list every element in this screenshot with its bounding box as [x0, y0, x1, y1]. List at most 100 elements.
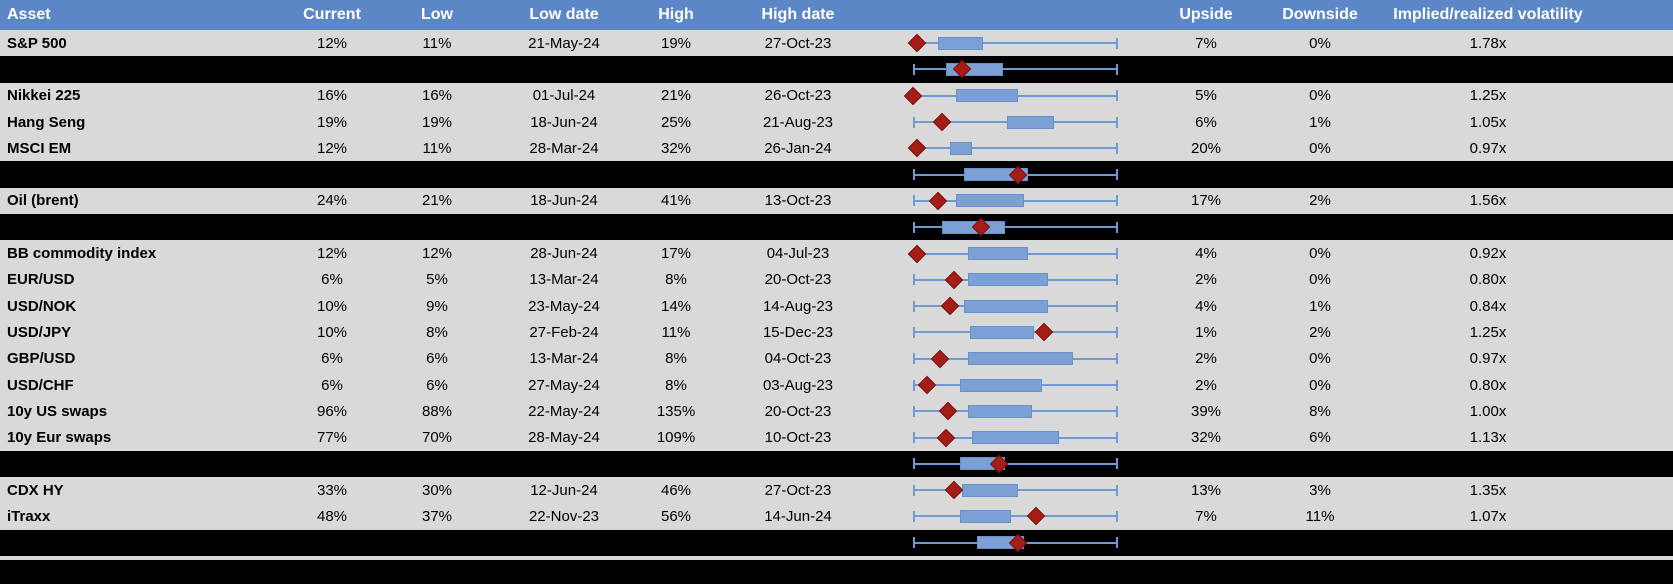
low-cell: 30%: [421, 481, 453, 499]
whisker-cap-right: [1116, 221, 1118, 233]
high-date-cell: 13-Oct-23: [764, 192, 832, 210]
column-header-low-date: Low date: [529, 6, 599, 23]
current-level-diamond-icon: [1026, 507, 1046, 526]
implied-realized-cell: 1.25x: [1469, 87, 1507, 105]
whisker-cap-left: [913, 432, 915, 444]
range-box: [962, 483, 1018, 497]
high-date-cell: 03-Aug-23: [762, 376, 834, 394]
low-date-cell: 12-Jun-24: [530, 481, 598, 499]
high-cell: 8%: [665, 350, 687, 368]
separator-row: [0, 214, 1673, 241]
low-date-cell: 28-Jun-24: [530, 245, 598, 263]
high-cell: 41%: [660, 192, 692, 210]
whisker-cap-right: [1116, 510, 1118, 522]
range-box: [968, 404, 1032, 418]
low-cell: 9%: [426, 297, 448, 315]
current-cell: 77%: [316, 429, 348, 447]
downside-cell: 0%: [1309, 245, 1331, 263]
whisker-cap-right: [1116, 537, 1118, 549]
implied-realized-cell: 1.25x: [1469, 323, 1507, 341]
upside-cell: 13%: [1190, 481, 1222, 499]
range-boxplot-cell: [890, 109, 1140, 135]
low-date-cell: 28-May-24: [528, 429, 600, 447]
range-boxplot-cell: [890, 346, 1140, 372]
current-cell: 12%: [316, 245, 348, 263]
upside-cell: 1%: [1195, 323, 1217, 341]
low-date-cell: 23-May-24: [528, 297, 600, 315]
current-level-diamond-icon: [907, 139, 927, 158]
whisker-cap-right: [1116, 195, 1118, 207]
boxplot-track: [913, 214, 1118, 240]
current-cell: 33%: [316, 481, 348, 499]
range-box: [970, 325, 1034, 339]
low-date-cell: 27-May-24: [528, 376, 600, 394]
high-date-cell: 10-Oct-23: [764, 429, 832, 447]
range-boxplot-cell: [890, 188, 1140, 214]
table-row: USD/NOK 10% 9% 23-May-24 14% 14-Aug-23 4% 1% 0.8…: [0, 292, 1673, 320]
downside-cell: 0%: [1309, 376, 1331, 394]
high-cell: 25%: [660, 113, 692, 131]
range-box: [956, 89, 1018, 103]
whisker-cap-right: [1116, 353, 1118, 365]
high-date-cell: 27-Oct-23: [764, 34, 832, 52]
current-cell: 12%: [316, 139, 348, 157]
whisker-line: [913, 147, 1118, 150]
high-cell: 14%: [660, 297, 692, 315]
whisker-cap-right: [1116, 142, 1118, 154]
range-box: [968, 352, 1073, 366]
boxplot-track: [913, 267, 1118, 293]
range-box: [937, 36, 983, 50]
whisker-cap-left: [913, 537, 915, 549]
whisker-cap-right: [1116, 432, 1118, 444]
range-box: [968, 247, 1028, 261]
current-cell: 19%: [316, 113, 348, 131]
current-cell: 16%: [316, 87, 348, 105]
range-boxplot-cell: [890, 240, 1140, 266]
whisker-cap-right: [1116, 169, 1118, 181]
range-box: [1007, 115, 1055, 129]
low-date-cell: 28-Mar-24: [529, 139, 599, 157]
whisker-cap-left: [913, 221, 915, 233]
implied-realized-cell: 1.13x: [1469, 429, 1507, 447]
table-row: Hang Seng 19% 19% 18-Jun-24 25% 21-Aug-23 6% 1%…: [0, 108, 1673, 136]
implied-realized-cell: 0.97x: [1469, 350, 1507, 368]
boxplot-track: [913, 477, 1118, 503]
current-cell: 24%: [316, 192, 348, 210]
whisker-cap-right: [1116, 116, 1118, 128]
asset-name-cell: USD/CHF: [7, 376, 74, 394]
low-date-cell: 13-Mar-24: [529, 350, 599, 368]
low-cell: 16%: [421, 87, 453, 105]
high-date-cell: 26-Oct-23: [764, 87, 832, 105]
whisker-cap-left: [913, 195, 915, 207]
whisker-line: [913, 68, 1118, 71]
high-date-cell: 14-Jun-24: [764, 507, 832, 525]
high-cell: 8%: [665, 376, 687, 394]
column-header-upside: Upside: [1179, 6, 1233, 23]
current-cell: 10%: [316, 297, 348, 315]
table-row: Nikkei 225 16% 16% 01-Jul-24 21% 26-Oct-23 5% 0…: [0, 82, 1673, 109]
boxplot-track: [913, 503, 1118, 529]
whisker-cap-left: [913, 484, 915, 496]
implied-realized-cell: 0.80x: [1469, 271, 1507, 289]
downside-cell: 0%: [1309, 139, 1331, 157]
table-row: 10y US swaps 96% 88% 22-May-24 135% 20-Oct-23…: [0, 398, 1673, 425]
implied-realized-cell: 1.00x: [1469, 402, 1507, 420]
boxplot-track: [913, 530, 1118, 556]
range-boxplot-cell: [890, 267, 1140, 293]
current-level-diamond-icon: [907, 244, 927, 263]
current-level-diamond-icon: [918, 375, 937, 395]
downside-cell: 0%: [1309, 34, 1331, 52]
downside-cell: 1%: [1309, 113, 1331, 131]
range-boxplot-cell: [890, 83, 1140, 109]
low-cell: 8%: [426, 323, 448, 341]
high-cell: 19%: [660, 34, 692, 52]
asset-name-cell: 10y Eur swaps: [7, 429, 112, 447]
asset-name-cell: iTraxx: [7, 507, 51, 525]
current-cell: 10%: [316, 323, 348, 341]
boxplot-track: [907, 135, 1118, 161]
low-cell: 6%: [426, 350, 448, 368]
whisker-cap-left: [913, 458, 915, 470]
high-cell: 32%: [660, 139, 692, 157]
high-date-cell: 26-Jan-24: [764, 139, 832, 157]
range-boxplot-cell: [890, 372, 1140, 398]
